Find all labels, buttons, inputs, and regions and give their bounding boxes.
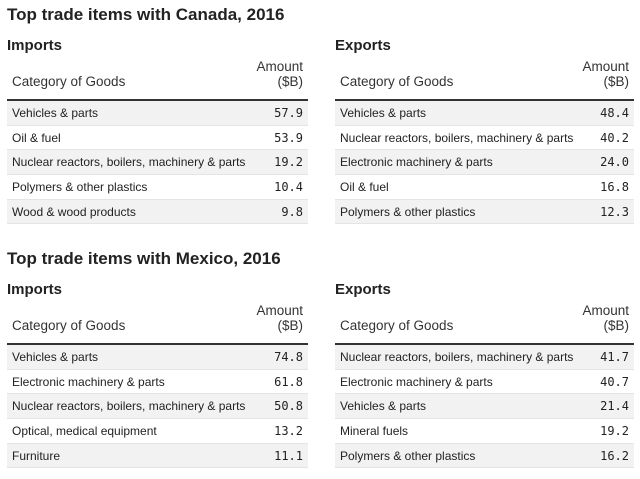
section-title: Top trade items with Canada, 2016 bbox=[7, 5, 285, 24]
category-cell: Nuclear reactors, boilers, machinery & p… bbox=[12, 399, 246, 414]
amount-cell: 57.9 bbox=[274, 105, 303, 120]
section-title: Top trade items with Mexico, 2016 bbox=[7, 249, 281, 268]
amount-cell: 50.8 bbox=[274, 399, 303, 414]
category-cell: Vehicles & parts bbox=[340, 105, 427, 120]
table-heading: Imports bbox=[7, 281, 63, 298]
table-row: Electronic machinery & parts 24.0 bbox=[335, 150, 634, 176]
amount-cell: 40.7 bbox=[600, 374, 629, 389]
amount-cell: 9.8 bbox=[281, 204, 303, 219]
table-heading: Exports bbox=[335, 37, 391, 54]
table-header: Category of Goods Amount ($B) bbox=[7, 301, 308, 345]
amount-cell: 19.2 bbox=[274, 155, 303, 170]
table-row: Nuclear reactors, boilers, machinery & p… bbox=[7, 394, 308, 420]
category-cell: Polymers & other plastics bbox=[340, 204, 476, 219]
amount-cell: 48.4 bbox=[600, 105, 629, 120]
table-heading: Imports bbox=[7, 37, 63, 54]
category-cell: Polymers & other plastics bbox=[12, 179, 148, 194]
category-cell: Electronic machinery & parts bbox=[340, 374, 493, 389]
amount-cell: 74.8 bbox=[274, 349, 303, 364]
category-cell: Electronic machinery & parts bbox=[12, 374, 165, 389]
column-header: Amount ($B) bbox=[582, 59, 629, 89]
table-row: Nuclear reactors, boilers, machinery & p… bbox=[335, 126, 634, 151]
column-header: Amount ($B) bbox=[256, 303, 303, 333]
column-header: Category of Goods bbox=[340, 74, 454, 89]
column-header: Category of Goods bbox=[12, 318, 126, 333]
amount-cell: 21.4 bbox=[600, 399, 629, 414]
category-cell: Optical, medical equipment bbox=[12, 423, 157, 438]
category-cell: Oil & fuel bbox=[340, 179, 389, 194]
amount-cell: 61.8 bbox=[274, 374, 303, 389]
category-cell: Nuclear reactors, boilers, machinery & p… bbox=[340, 130, 574, 145]
amount-cell: 16.2 bbox=[600, 448, 629, 463]
table-header: Category of Goods Amount ($B) bbox=[335, 301, 634, 345]
category-cell: Furniture bbox=[12, 448, 61, 463]
table-row: Vehicles & parts 21.4 bbox=[335, 394, 634, 420]
category-cell: Wood & wood products bbox=[12, 204, 136, 219]
column-header: Amount ($B) bbox=[256, 59, 303, 89]
table-row: Vehicles & parts 57.9 bbox=[7, 101, 308, 126]
amount-cell: 10.4 bbox=[274, 179, 303, 194]
table-row: Polymers & other plastics 12.3 bbox=[335, 199, 634, 225]
table-row: Optical, medical equipment 13.2 bbox=[7, 419, 308, 444]
table-row: Wood & wood products 9.8 bbox=[7, 199, 308, 225]
table-heading: Exports bbox=[335, 281, 391, 298]
table: Imports Category of Goods Amount ($B) Vehic… bbox=[7, 279, 308, 469]
table: Imports Category of Goods Amount ($B) Vehic… bbox=[7, 35, 308, 225]
amount-cell: 12.3 bbox=[600, 204, 629, 219]
amount-cell: 13.2 bbox=[274, 423, 303, 438]
category-cell: Nuclear reactors, boilers, machinery & p… bbox=[340, 349, 574, 364]
column-header: Category of Goods bbox=[12, 74, 126, 89]
column-header: Amount ($B) bbox=[582, 303, 629, 333]
table-row: Nuclear reactors, boilers, machinery & p… bbox=[335, 345, 634, 370]
table-row: Polymers & other plastics 16.2 bbox=[335, 443, 634, 469]
category-cell: Nuclear reactors, boilers, machinery & p… bbox=[12, 155, 246, 170]
table-row: Oil & fuel 53.9 bbox=[7, 126, 308, 151]
table-header: Category of Goods Amount ($B) bbox=[335, 57, 634, 101]
table-row: Mineral fuels 19.2 bbox=[335, 419, 634, 444]
column-header: Category of Goods bbox=[340, 318, 454, 333]
table-row: Vehicles & parts 74.8 bbox=[7, 345, 308, 370]
table: Exports Category of Goods Amount ($B) Nucle… bbox=[335, 279, 634, 469]
category-cell: Vehicles & parts bbox=[12, 349, 99, 364]
amount-cell: 24.0 bbox=[600, 155, 629, 170]
table-row: Electronic machinery & parts 61.8 bbox=[7, 370, 308, 395]
category-cell: Vehicles & parts bbox=[340, 399, 427, 414]
table-row: Polymers & other plastics 10.4 bbox=[7, 175, 308, 200]
amount-cell: 53.9 bbox=[274, 130, 303, 145]
amount-cell: 16.8 bbox=[600, 179, 629, 194]
category-cell: Oil & fuel bbox=[12, 130, 61, 145]
table-row: Nuclear reactors, boilers, machinery & p… bbox=[7, 150, 308, 176]
category-cell: Vehicles & parts bbox=[12, 105, 99, 120]
table-row: Electronic machinery & parts 40.7 bbox=[335, 370, 634, 395]
amount-cell: 41.7 bbox=[600, 349, 629, 364]
table-row: Oil & fuel 16.8 bbox=[335, 175, 634, 200]
amount-cell: 19.2 bbox=[600, 423, 629, 438]
category-cell: Mineral fuels bbox=[340, 423, 409, 438]
table-row: Vehicles & parts 48.4 bbox=[335, 101, 634, 126]
table-row: Furniture 11.1 bbox=[7, 443, 308, 469]
category-cell: Polymers & other plastics bbox=[340, 448, 476, 463]
table: Exports Category of Goods Amount ($B) Vehic… bbox=[335, 35, 634, 225]
amount-cell: 11.1 bbox=[274, 448, 303, 463]
amount-cell: 40.2 bbox=[600, 130, 629, 145]
table-header: Category of Goods Amount ($B) bbox=[7, 57, 308, 101]
category-cell: Electronic machinery & parts bbox=[340, 155, 493, 170]
